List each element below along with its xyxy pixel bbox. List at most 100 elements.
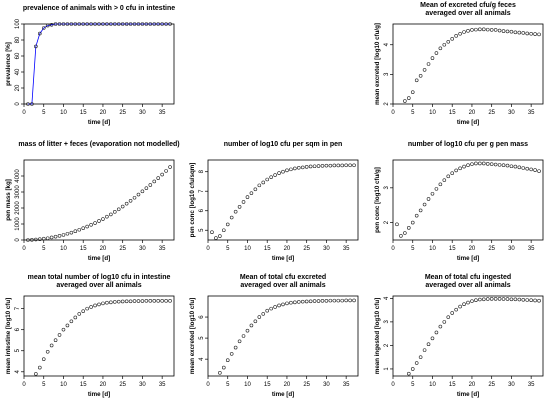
data-point: [105, 22, 109, 26]
data-point: [269, 175, 273, 179]
data-point: [316, 299, 321, 303]
data-point: [261, 180, 266, 185]
x-tick-label: 5: [226, 382, 230, 388]
data-point: [300, 299, 305, 304]
data-point: [485, 162, 490, 166]
data-point: [470, 299, 474, 303]
data-point: [533, 298, 537, 303]
panel-6: mean total number of log10 cfu in intest…: [5, 274, 175, 398]
data-point: [164, 22, 168, 26]
data-point: [34, 372, 38, 376]
data-point: [77, 227, 82, 232]
data-point: [148, 183, 153, 187]
x-tick-label: 30: [139, 382, 146, 388]
panel-title: averaged over all animals: [425, 10, 510, 17]
data-point: [53, 234, 58, 239]
data-point: [65, 22, 70, 26]
data-point: [285, 168, 289, 173]
data-point: [97, 219, 101, 223]
data-point: [525, 298, 530, 302]
panel-title: averaged over all animals: [56, 282, 141, 289]
data-point: [296, 300, 301, 304]
x-tick-label: 30: [323, 246, 330, 252]
data-point: [233, 345, 238, 350]
data-point: [241, 334, 246, 338]
x-tick-label: 30: [139, 110, 146, 116]
x-tick-label: 5: [42, 246, 46, 252]
data-point: [485, 27, 490, 32]
x-tick-label: 20: [100, 246, 107, 252]
panel-title: averaged over all animals: [240, 282, 325, 289]
data-point: [324, 163, 329, 168]
data-point: [253, 187, 258, 192]
data-point: [156, 176, 161, 180]
data-point: [128, 22, 133, 26]
plot-frame: [207, 159, 359, 241]
x-tick-label: 30: [139, 246, 146, 252]
data-point: [481, 297, 486, 302]
data-point: [136, 299, 141, 303]
data-point: [328, 163, 333, 168]
y-tick-label: 40: [15, 68, 21, 75]
y-tick-label: 0: [15, 102, 21, 106]
data-point: [128, 199, 133, 203]
x-axis-label: time [d]: [88, 391, 110, 398]
x-tick-label: 35: [528, 110, 535, 116]
data-point: [434, 51, 439, 55]
data-point: [438, 324, 443, 329]
data-point: [37, 237, 42, 241]
data-point: [261, 312, 266, 316]
panel-title: prevalence of animals with > 0 cfu in in…: [23, 5, 175, 12]
data-point: [41, 26, 46, 30]
data-point: [474, 298, 478, 303]
x-tick-label: 5: [42, 110, 46, 116]
data-point: [304, 165, 309, 169]
data-point: [450, 171, 455, 176]
data-point: [164, 169, 168, 173]
data-point: [221, 228, 226, 233]
data-point: [497, 28, 502, 33]
data-point: [26, 102, 30, 106]
data-point: [497, 297, 502, 301]
data-point: [148, 299, 153, 303]
data-point: [410, 90, 415, 94]
data-point: [406, 371, 411, 376]
y-axis-label: mean excreted [log10 cfu]: [189, 298, 196, 374]
data-point: [478, 27, 482, 32]
x-axis-label: time [d]: [88, 255, 110, 262]
data-point: [352, 298, 356, 303]
data-point: [136, 22, 141, 26]
data-point: [136, 192, 141, 197]
data-point: [430, 56, 435, 60]
y-tick-label: 5: [199, 336, 205, 340]
data-point: [493, 162, 498, 167]
data-point: [481, 161, 486, 166]
x-tick-label: 0: [22, 246, 26, 252]
data-point: [218, 371, 222, 375]
data-point: [225, 222, 230, 227]
data-point: [144, 22, 149, 26]
data-point: [93, 221, 97, 225]
data-point: [509, 164, 514, 169]
x-tick-label: 20: [469, 110, 476, 116]
x-tick-label: 35: [528, 246, 535, 252]
x-tick-label: 0: [391, 382, 395, 388]
panel-3: mass of litter + feces (evaporation not …: [5, 141, 180, 262]
data-point: [533, 32, 537, 36]
data-point: [148, 22, 153, 26]
x-tick-label: 35: [159, 246, 166, 252]
data-point: [49, 235, 54, 240]
data-point: [168, 299, 172, 303]
panel-title: number of log10 cfu per sqm in pen: [224, 141, 343, 148]
data-point: [493, 297, 498, 301]
plot-frame: [23, 159, 175, 241]
data-point: [281, 169, 285, 174]
data-point: [462, 30, 466, 34]
data-point: [140, 22, 145, 26]
data-point: [109, 300, 113, 305]
y-tick-label: 4: [15, 369, 21, 373]
data-point: [265, 308, 270, 313]
data-point: [308, 164, 313, 169]
data-point: [281, 302, 285, 307]
data-point: [501, 297, 506, 301]
